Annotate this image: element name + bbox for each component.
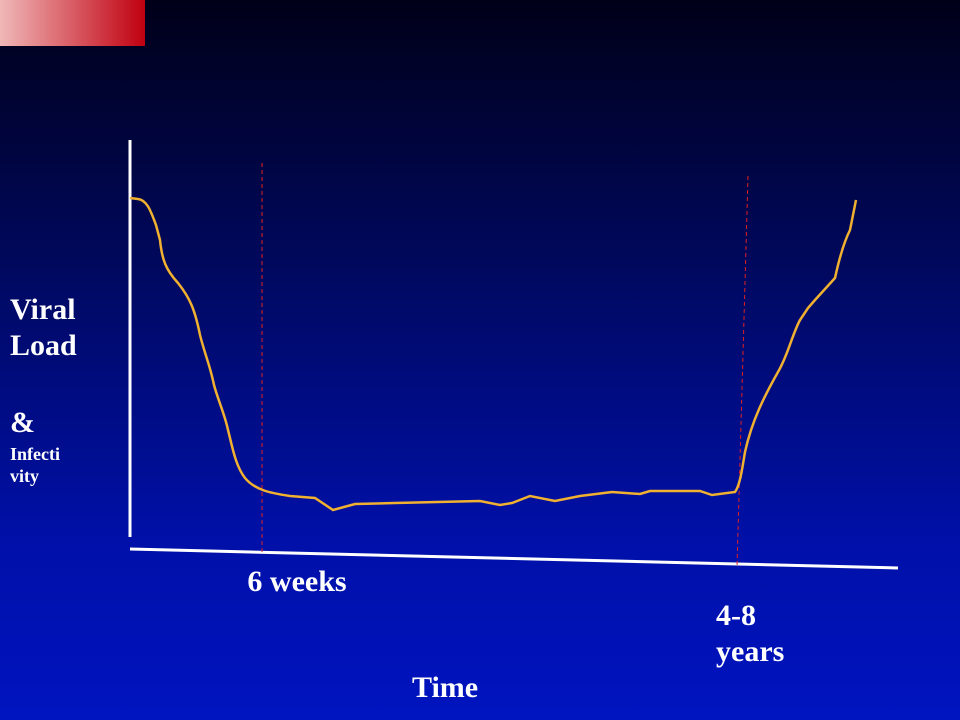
y-label: Viral Load [10, 293, 77, 362]
marker-label: 6 weeks [247, 565, 347, 598]
viral-load-curve [129, 196, 858, 512]
corner-block [0, 0, 145, 46]
marker-label: 4-8 years [716, 599, 785, 668]
x-label: Time [412, 671, 479, 704]
y-label-extra: Infectivity [10, 444, 60, 486]
marker-line [736, 175, 749, 568]
x-axis [129, 547, 899, 570]
y-label-symbol: & [10, 406, 35, 439]
